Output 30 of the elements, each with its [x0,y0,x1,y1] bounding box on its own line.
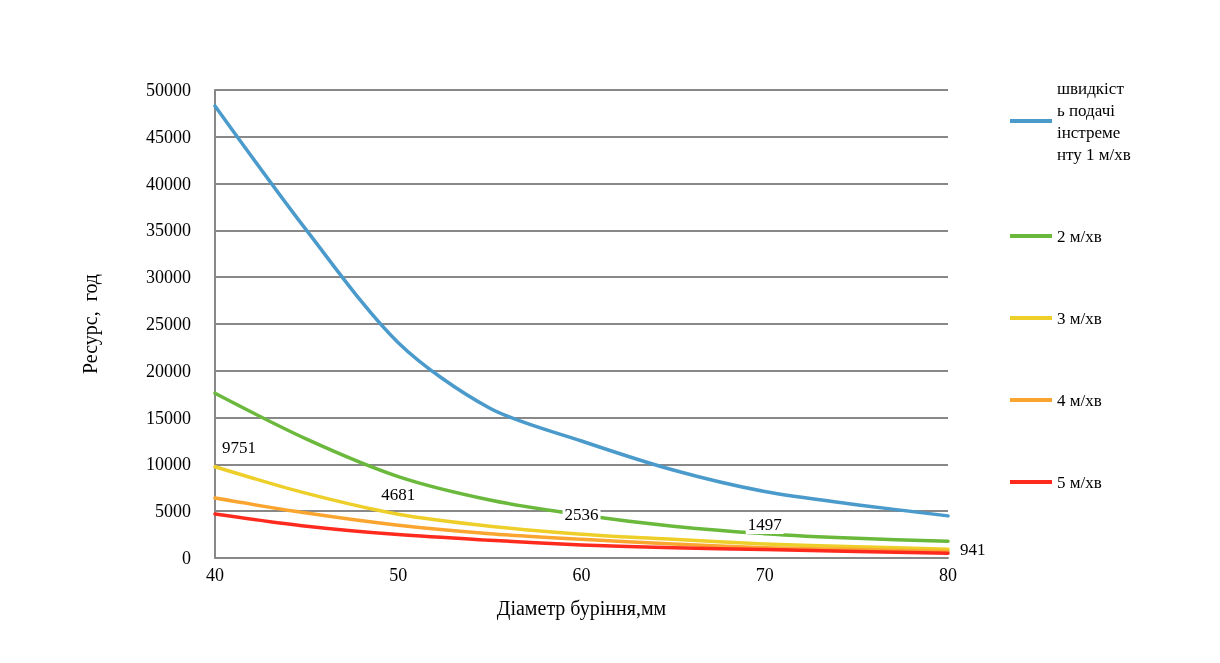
legend-label: швидкість подачі інстременту 1 м/хв [1057,78,1131,164]
line-series [213,391,950,543]
x-tick-label: 80 [939,565,957,585]
data-label: 4681 [381,485,416,505]
y-tick-label: 25000 [146,314,191,334]
y-tick-label: 40000 [146,173,191,194]
line-series [213,464,950,551]
x-tick-label: 50 [389,565,408,585]
y-tick-label: 45000 [146,126,191,147]
data-label: 1497 [747,514,783,534]
data-label: 941 [960,539,986,559]
legend-label: 4 м/хв [1057,390,1102,410]
y-tick-label: 20000 [146,360,191,381]
y-tick-label: 5000 [155,501,191,522]
y-tick-label: 35000 [146,220,191,241]
legend-label: 5 м/хв [1057,472,1102,492]
y-tick-label: 10000 [146,454,191,475]
x-axis-title: Діаметр буріння,мм [496,597,667,620]
line-series [213,104,950,518]
y-tick-label: 15000 [146,407,191,428]
data-label: 9751 [222,437,256,457]
x-tick-label: 70 [755,565,774,585]
y-tick-label: 30000 [146,267,191,288]
y-tick-label: 0 [182,548,191,568]
y-tick-label: 50000 [146,80,191,100]
legend-label: 2 м/хв [1057,226,1102,246]
x-tick-label: 40 [206,565,224,585]
x-tick-label: 60 [572,565,591,585]
y-axis-title: Ресурс, год [79,273,102,375]
legend-label: 3 м/хв [1057,308,1102,328]
